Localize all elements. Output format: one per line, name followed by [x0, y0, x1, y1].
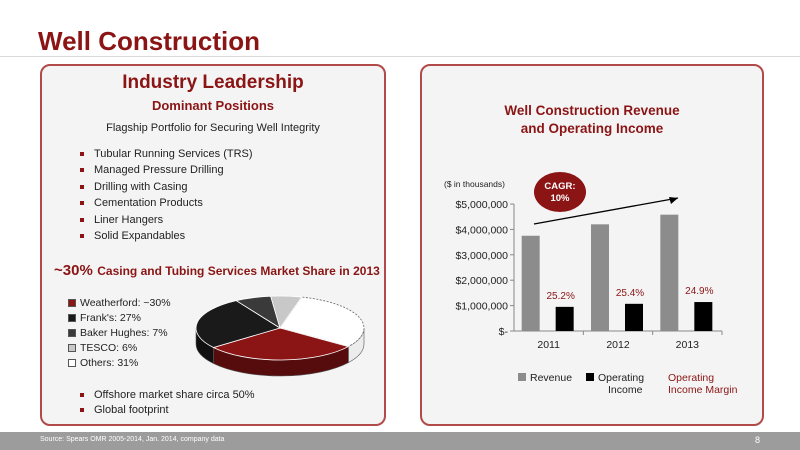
y-tick-label: $4,000,000 — [455, 224, 508, 236]
legend-margin-line2: Income Margin — [668, 384, 738, 396]
list-item: Liner Hangers — [80, 212, 253, 228]
legend-operating-income: Operating — [598, 372, 644, 384]
y-tick-label: $1,000,000 — [455, 301, 508, 313]
legend-swatch — [68, 328, 76, 337]
list-item: Drilling with Casing — [80, 179, 253, 195]
pie-slice — [279, 296, 365, 348]
cagr-badge — [534, 172, 586, 212]
legend-label: Others: 31% — [80, 356, 139, 369]
pie-legend: Weatherford: ~30% Frank's: 27% Baker Hughe… — [68, 296, 171, 370]
operating-income-bar — [625, 303, 643, 331]
margin-label: 24.9% — [685, 286, 713, 297]
page-number: 8 — [754, 435, 760, 445]
operating-income-bar — [694, 302, 713, 331]
legend-entry: TESCO: 6% — [68, 340, 171, 355]
list-item: Offshore market share circa 50% — [80, 388, 255, 403]
list-item: Solid Expandables — [80, 228, 253, 244]
market-share-percent: ~30% — [54, 262, 93, 279]
panel-subtitle: Dominant Positions — [151, 98, 275, 113]
flagship-text: Flagship Portfolio for Securing Well Int… — [106, 122, 320, 134]
legend-entry: Others: 31% — [68, 355, 171, 370]
legend-swatch — [518, 373, 526, 381]
legend-label: Frank's: 27% — [80, 312, 141, 325]
market-share-pie-chart — [195, 295, 365, 377]
legend-margin: Operating — [668, 372, 714, 384]
margin-label: 25.4% — [616, 288, 644, 299]
legend-swatch — [68, 358, 76, 367]
legend-swatch — [68, 343, 76, 352]
chart-title-line: and Operating Income — [520, 121, 664, 136]
margin-label: 25.2% — [546, 291, 574, 302]
footer-bar: Source: Spears OMR 2005-2014, Jan. 2014,… — [0, 432, 800, 450]
title-divider — [0, 56, 800, 57]
legend-label: TESCO: 6% — [80, 341, 138, 354]
legend-revenue: Revenue — [530, 372, 572, 384]
x-tick-label: 2013 — [676, 339, 700, 351]
product-list: Tubular Running Services (TRS) Managed P… — [80, 146, 253, 244]
y-tick-label: $5,000,000 — [455, 199, 508, 211]
y-tick-label: $- — [499, 326, 509, 338]
pie-slice — [195, 300, 281, 348]
legend-swatch — [68, 314, 76, 323]
x-tick-label: 2011 — [537, 339, 560, 351]
revenue-bar-chart: ($ in thousands) $- $1,000,000 $2,000,000 $3… — [444, 172, 738, 396]
pie-slice — [212, 327, 350, 361]
list-item: Global footprint — [80, 403, 255, 418]
chart-title: Well Construction Revenue and Operating … — [422, 102, 762, 138]
pie-slice — [270, 295, 303, 329]
x-tick-label: 2012 — [606, 339, 630, 351]
growth-arrowhead — [669, 197, 678, 204]
slide-title: Well Construction — [38, 26, 260, 56]
growth-arrow — [533, 197, 679, 225]
cagr-value: 10% — [550, 193, 570, 204]
legend-entry: Frank's: 27% — [68, 311, 171, 326]
market-share-text: Casing and Tubing Services Market Share … — [97, 264, 380, 278]
operating-income-bar — [555, 306, 574, 331]
revenue-panel: Well Construction Revenue and Operating … — [420, 64, 764, 426]
revenue-bar — [521, 235, 540, 331]
legend-entry: Baker Hughes: 7% — [68, 326, 171, 341]
chart-title-line: Well Construction Revenue — [504, 103, 680, 118]
revenue-bar — [591, 224, 609, 331]
list-item: Cementation Products — [80, 195, 253, 211]
industry-leadership-panel: Industry Leadership Dominant Positions F… — [40, 64, 386, 426]
legend-operating-income-line2: Income — [608, 384, 643, 396]
legend-swatch — [68, 299, 76, 308]
market-share-heading: ~30% Casing and Tubing Services Market S… — [54, 262, 380, 280]
cagr-label: CAGR: — [544, 181, 575, 192]
footprint-list: Offshore market share circa 50% Global f… — [80, 388, 255, 418]
list-item: Managed Pressure Drilling — [80, 162, 253, 178]
list-item: Tubular Running Services (TRS) — [80, 146, 253, 162]
legend-swatch — [586, 373, 594, 381]
revenue-bar — [660, 214, 679, 331]
legend-label: Baker Hughes: 7% — [80, 326, 168, 339]
source-note: Source: Spears OMR 2005-2014, Jan. 2014,… — [40, 436, 225, 443]
y-tick-label: $3,000,000 — [455, 250, 508, 262]
legend-entry: Weatherford: ~30% — [68, 296, 171, 311]
legend-label: Weatherford: ~30% — [80, 297, 171, 310]
units-label: ($ in thousands) — [444, 179, 505, 189]
panel-title: Industry Leadership — [122, 72, 304, 93]
y-tick-label: $2,000,000 — [455, 275, 508, 287]
